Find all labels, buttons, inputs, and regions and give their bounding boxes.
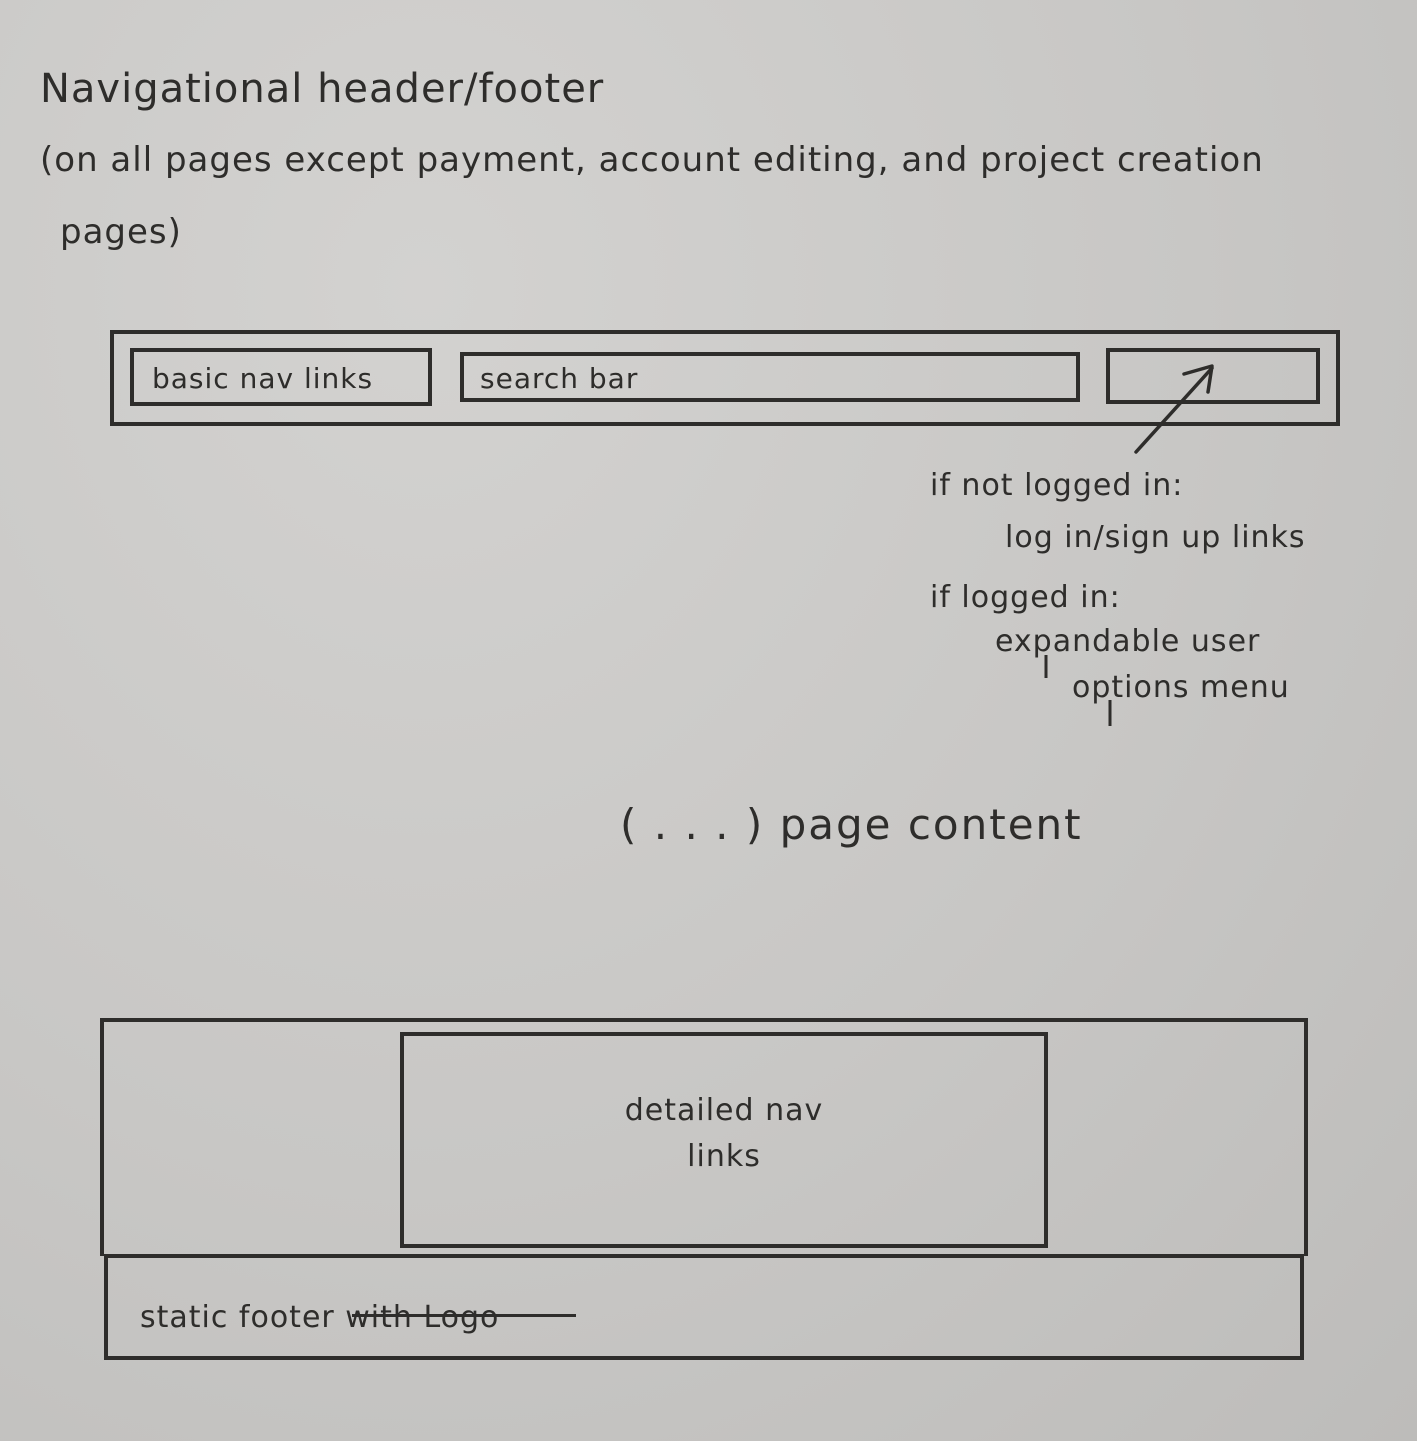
search-bar-label: search bar (480, 362, 639, 395)
basic-nav-links-label: basic nav links (152, 362, 374, 395)
detailed-nav-links-box: detailed nav links (400, 1032, 1048, 1248)
auth-area-box (1106, 348, 1320, 404)
logo-underline (352, 1314, 576, 1317)
auth-note-expandable: expandable user (995, 624, 1261, 659)
page-content-placeholder: ( . . . ) page content (620, 800, 1083, 849)
detailed-nav-links-label: detailed nav links (404, 1088, 1044, 1180)
detailed-nav-links-line-2: links (687, 1139, 761, 1174)
diagram-subtitle-line-1: (on all pages except payment, account ed… (40, 140, 1264, 180)
auth-note-login-links: log in/sign up links (1005, 520, 1306, 555)
static-footer-box: static footer with Logo (104, 1254, 1304, 1360)
search-bar-box: search bar (460, 352, 1080, 402)
static-footer-label: static footer with Logo (140, 1300, 500, 1335)
header-frame (110, 330, 1340, 426)
auth-note-not-logged-in: if not logged in: (930, 468, 1184, 503)
auth-note-options-menu: options menu (1072, 670, 1290, 705)
diagram-subtitle-line-2: pages) (60, 212, 182, 252)
footer-frame (100, 1018, 1308, 1256)
detailed-nav-links-line-1: detailed nav (624, 1093, 824, 1128)
basic-nav-links-box: basic nav links (130, 348, 432, 406)
auth-note-logged-in: if logged in: (930, 580, 1121, 615)
diagram-title: Navigational header/footer (40, 66, 605, 112)
